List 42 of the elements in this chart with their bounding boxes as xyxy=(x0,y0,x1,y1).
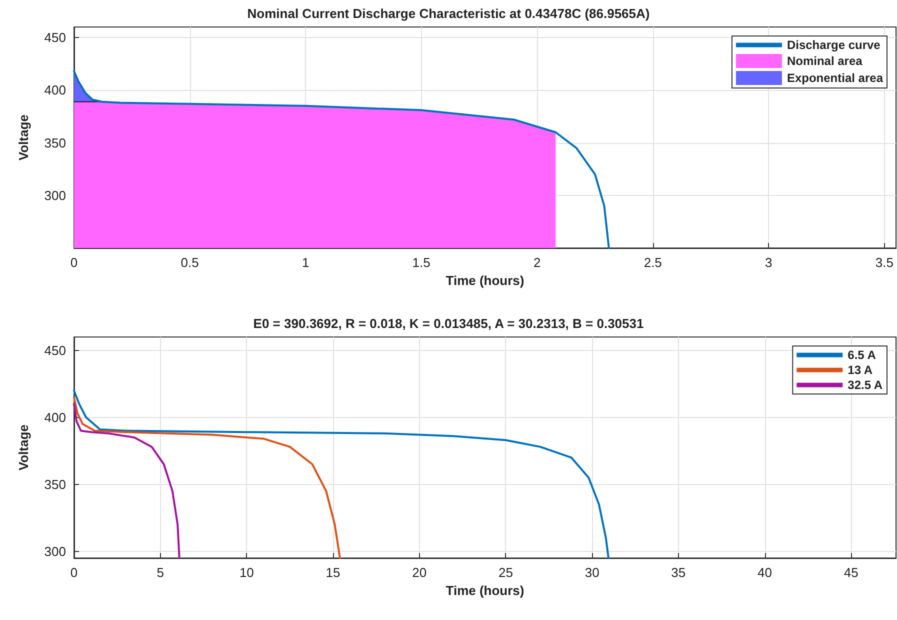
y-tick-label: 350 xyxy=(44,476,66,492)
x-tick-label: 20 xyxy=(412,565,427,580)
x-tick-label: 0 xyxy=(70,565,78,580)
y-tick-label: 300 xyxy=(44,188,66,203)
x-tick-label: 40 xyxy=(758,565,772,580)
x-tick-label: 1.5 xyxy=(412,255,430,270)
x-tick-label: 10 xyxy=(239,565,254,580)
x-axis-title: Time (hours) xyxy=(446,273,524,288)
line-series xyxy=(73,396,341,559)
chart-title: Nominal Current Discharge Characteristic at 0.43478C (86.9565A) xyxy=(247,6,650,21)
x-tick-label: 3 xyxy=(765,255,772,270)
y-axis-title: Voltage xyxy=(16,114,31,160)
x-tick-label: 3.5 xyxy=(875,255,894,270)
chart-title: E0 = 390.3692, R = 0.018, K = 0.013485, A = 30.2313, B = 0.30531 xyxy=(253,316,644,331)
y-tick-label: 400 xyxy=(44,82,66,98)
legend-label: Exponential area xyxy=(786,71,884,85)
x-tick-label: 2.5 xyxy=(644,255,662,270)
x-tick-label: 1 xyxy=(302,255,310,270)
y-tick-label: 450 xyxy=(44,342,66,358)
x-tick-label: 15 xyxy=(326,565,340,580)
y-tick-label: 450 xyxy=(44,30,66,46)
legend-label: 13 A xyxy=(848,363,873,377)
y-axis-title: Voltage xyxy=(16,424,31,470)
x-tick-label: 2 xyxy=(533,255,541,270)
x-tick-label: 0 xyxy=(70,255,78,270)
line-series xyxy=(73,402,180,559)
legend-label: 32.5 A xyxy=(848,378,883,392)
x-tick-label: 0.5 xyxy=(180,255,199,270)
x-tick-label: 45 xyxy=(844,565,858,580)
y-tick-label: 350 xyxy=(44,135,66,150)
line-series xyxy=(73,70,610,249)
legend-label: Discharge curve xyxy=(786,38,881,52)
legend-label: Nominal area xyxy=(786,54,863,68)
y-tick-label: 400 xyxy=(44,410,66,425)
x-tick-label: 5 xyxy=(156,565,164,580)
y-tick-label: 300 xyxy=(44,544,66,559)
line-series xyxy=(73,390,610,559)
x-tick-label: 35 xyxy=(671,565,686,580)
x-tick-label: 25 xyxy=(498,565,513,580)
x-tick-label: 30 xyxy=(584,565,600,580)
x-axis-title: Time (hours) xyxy=(446,583,524,598)
legend-label: 6.5 A xyxy=(848,348,876,362)
